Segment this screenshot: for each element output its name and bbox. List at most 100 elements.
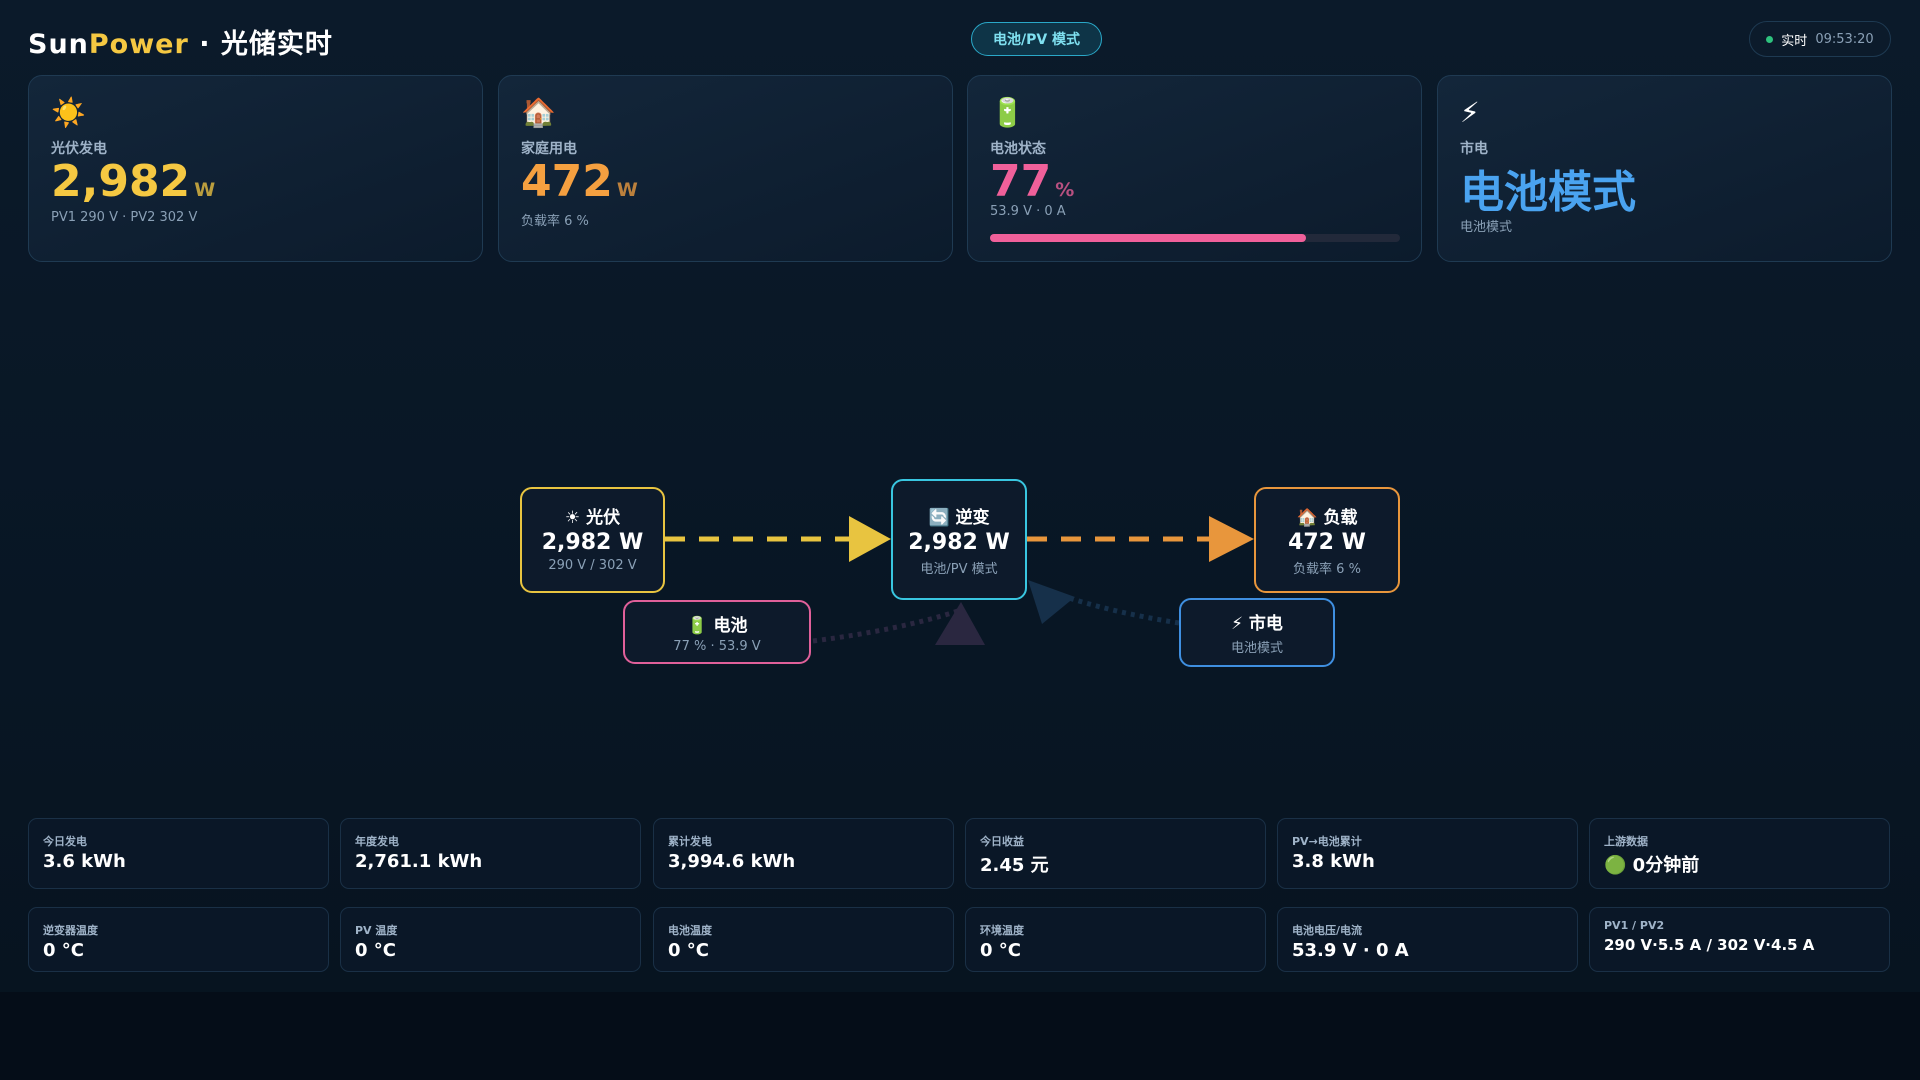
stat-card: 累计发电 3,994.6 kWh	[653, 818, 954, 889]
stat-card: 上游数据 🟢 0分钟前	[1589, 818, 1890, 889]
card-number: 472	[521, 156, 613, 207]
stat-card: 逆变器温度 0 °C	[28, 907, 329, 972]
flow-node: 🏠 负载 472 W 负载率 6 %	[1254, 487, 1400, 593]
live-label: 实时	[1781, 33, 1808, 49]
stat-card: 今日收益 2.45 元	[965, 818, 1266, 889]
arrow	[935, 602, 985, 645]
stat-label: 今日发电	[43, 835, 87, 848]
stat-card: 今日发电 3.6 kWh	[28, 818, 329, 889]
node-title: 🔄 逆变	[928, 508, 990, 528]
node-sub: 负载率 6 %	[1293, 562, 1361, 577]
flow-node: ☀ 光伏 2,982 W 290 V / 302 V	[520, 487, 665, 593]
arrow	[1028, 580, 1075, 624]
node-title: 🏠 负载	[1296, 508, 1358, 528]
stat-label: 逆变器温度	[43, 924, 98, 937]
stat-card: PV→电池累计 3.8 kWh	[1277, 818, 1578, 889]
card-number: 电池模式	[1460, 167, 1636, 218]
card-unit: W	[194, 179, 216, 201]
progress-fill	[990, 234, 1306, 242]
card-icon: 🏠	[521, 96, 556, 129]
card-value: 2,982 W	[51, 156, 215, 207]
stat-value: 0 °C	[668, 940, 710, 961]
stat-card: 环境温度 0 °C	[965, 907, 1266, 972]
stat-value: 0 °C	[43, 940, 85, 961]
live-dot	[1766, 35, 1774, 43]
card-value: 77%	[990, 156, 1074, 207]
stat-value: 2.45 元	[980, 855, 1049, 876]
flow-node: 🔄 逆变 2,982 W 电池/PV 模式	[891, 479, 1027, 600]
card-icon: ⚡	[1460, 96, 1480, 129]
arrow	[1209, 516, 1254, 562]
stat-value: 53.9 V · 0 A	[1292, 940, 1409, 961]
stat-card: PV 温度 0 °C	[340, 907, 641, 972]
node-sub: 77 % · 53.9 V	[673, 639, 761, 654]
footer-band	[0, 992, 1920, 1080]
progress-track	[990, 234, 1400, 242]
card-icon: ☀️	[51, 96, 86, 129]
card-sub: 53.9 V · 0 A	[990, 204, 1066, 219]
card-sub: 电池模式	[1460, 220, 1513, 235]
node-title: ☀ 光伏	[564, 508, 621, 528]
card-label: 市电	[1460, 141, 1488, 157]
stat-label: 上游数据	[1604, 835, 1648, 848]
stat-value: 3,994.6 kWh	[668, 851, 796, 872]
summary-card: 🔋 电池状态 77% 53.9 V · 0 A	[967, 75, 1422, 262]
node-title: ⚡ 市电	[1231, 614, 1283, 634]
card-icon: 🔋	[990, 96, 1025, 129]
stat-card: 年度发电 2,761.1 kWh	[340, 818, 641, 889]
stat-label: PV→电池累计	[1292, 835, 1362, 848]
brand-a: Sun	[28, 29, 89, 60]
card-label: 光伏发电	[51, 141, 107, 157]
flow-node: ⚡ 市电电池模式	[1179, 598, 1335, 667]
node-sub: 电池/PV 模式	[920, 562, 998, 577]
stat-value: 0 °C	[355, 940, 397, 961]
card-value: 472 W	[521, 156, 638, 207]
mode-pill[interactable]: 电池/PV 模式	[971, 22, 1102, 56]
stat-label: 今日收益	[980, 835, 1024, 848]
summary-card: 🏠 家庭用电 472 W 负载率 6 %	[498, 75, 953, 262]
arrow	[849, 516, 891, 562]
stat-label: 累计发电	[668, 835, 712, 848]
flow-line	[1059, 592, 1180, 626]
stat-card: 电池电压/电流 53.9 V · 0 A	[1277, 907, 1578, 972]
stat-label: 年度发电	[355, 835, 399, 848]
stat-value: 2,761.1 kWh	[355, 851, 483, 872]
card-unit: %	[1055, 179, 1075, 201]
stat-label: PV1 / PV2	[1604, 919, 1665, 932]
stat-label: 环境温度	[980, 924, 1024, 937]
card-value: 电池模式	[1460, 156, 1636, 220]
stat-card: PV1 / PV2 290 V·5.5 A / 302 V·4.5 A	[1589, 907, 1890, 972]
card-label: 电池状态	[990, 141, 1046, 157]
card-sub: PV1 290 V · PV2 302 V	[51, 210, 198, 225]
flow-line	[812, 607, 962, 644]
stat-label: 电池电压/电流	[1292, 924, 1363, 937]
stat-value: 3.6 kWh	[43, 851, 126, 872]
summary-card: ⚡ 市电 电池模式 电池模式	[1437, 75, 1892, 262]
node-sub: 电池模式	[1230, 641, 1283, 656]
node-value: 2,982 W	[908, 530, 1010, 555]
flow-node: 🔋 电池 77 % · 53.9 V	[623, 600, 811, 664]
card-unit: W	[616, 179, 638, 201]
node-title: 🔋 电池	[686, 616, 748, 636]
stat-card: 电池温度 0 °C	[653, 907, 954, 972]
clock: 09:53:20	[1815, 31, 1874, 47]
stat-value: 🟢 0分钟前	[1604, 855, 1700, 876]
card-label: 家庭用电	[521, 141, 577, 157]
node-value: 2,982 W	[541, 530, 644, 555]
stat-value: 3.8 kWh	[1292, 851, 1375, 872]
stat-value: 290 V·5.5 A / 302 V·4.5 A	[1604, 936, 1815, 954]
card-number: 2,982	[51, 156, 191, 207]
stat-label: PV 温度	[355, 924, 398, 937]
node-value: 472 W	[1288, 530, 1366, 555]
brand-c: · 光储实时	[188, 29, 333, 60]
stat-label: 电池温度	[668, 924, 712, 937]
live-pill: 实时 09:53:20	[1749, 21, 1891, 57]
card-sub: 负载率 6 %	[521, 214, 589, 229]
stat-value: 0 °C	[980, 940, 1022, 961]
brand-b: Power	[88, 29, 189, 60]
node-sub: 290 V / 302 V	[548, 558, 637, 573]
card-number: 77	[990, 156, 1052, 207]
brand: SunPower · 光储实时	[28, 22, 333, 61]
